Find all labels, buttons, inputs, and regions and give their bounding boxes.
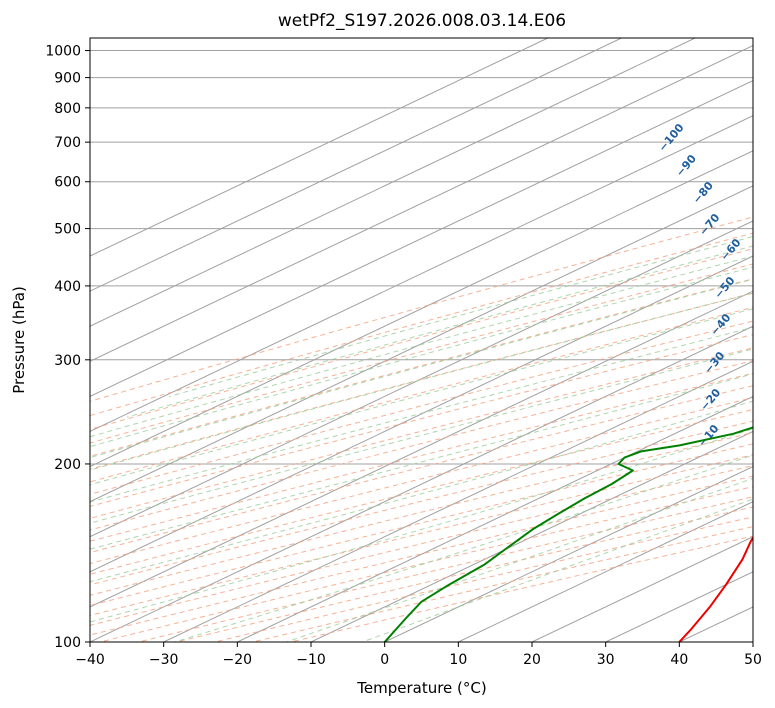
y-tick-label: 900 xyxy=(54,71,81,87)
x-tick-label: −40 xyxy=(75,652,105,668)
isotherm-line xyxy=(90,220,753,538)
isotherm-line xyxy=(90,150,753,468)
dry-adiabat-line xyxy=(90,334,753,507)
y-axis-title: Pressure (hPa) xyxy=(10,286,28,394)
moist-adiabat-line xyxy=(90,266,753,448)
x-tick-label: 20 xyxy=(523,652,541,668)
isotherm-line xyxy=(90,115,753,433)
moist-adiabat-line xyxy=(90,292,753,471)
isotherm-line xyxy=(90,44,753,362)
y-tick-label: 800 xyxy=(54,101,81,117)
moist-adiabat-line xyxy=(126,245,753,418)
dewpoint-line xyxy=(383,426,753,642)
moist-adiabat-line xyxy=(90,255,753,438)
isotherm-line xyxy=(90,38,696,327)
y-tick-label: 1000 xyxy=(45,44,81,60)
x-tick-label: 50 xyxy=(744,652,762,668)
isotherm-line xyxy=(90,80,753,397)
plot-frame xyxy=(89,37,754,643)
plot-background xyxy=(90,38,753,642)
isotherm-line xyxy=(310,430,753,642)
x-tick-label: 10 xyxy=(449,652,467,668)
y-tick-label: 300 xyxy=(54,353,81,369)
dry-adiabat-line xyxy=(90,248,753,430)
isotherm-line xyxy=(458,501,753,642)
chart-title: wetPf2_S197.2026.008.03.14.E06 xyxy=(278,11,566,31)
dry-adiabat-line xyxy=(90,292,753,470)
x-tick-label: 0 xyxy=(380,652,389,668)
dry-adiabat-line xyxy=(90,372,753,542)
moist-adiabat-line xyxy=(168,235,753,398)
isotherm-line xyxy=(752,641,753,642)
isotherm-line xyxy=(90,290,753,608)
x-axis-title: Temperature (°C) xyxy=(356,679,486,697)
isotherm-line xyxy=(90,185,753,503)
x-axis-ticks: −40 −30 −20 −10 0 10 20 30 40 50 xyxy=(75,642,762,668)
isotherm-line xyxy=(90,38,548,257)
x-tick-label: −20 xyxy=(223,652,253,668)
y-tick-label: 100 xyxy=(54,635,81,651)
x-tick-label: −30 xyxy=(149,652,179,668)
y-tick-label: 400 xyxy=(54,279,81,295)
background-lines xyxy=(90,38,753,642)
isotherm-line xyxy=(163,360,753,642)
y-tick-label: 700 xyxy=(54,135,81,151)
x-tick-label: −10 xyxy=(296,652,326,668)
isotherm-line xyxy=(90,38,622,292)
isotherm-line xyxy=(384,466,753,642)
sounding-series xyxy=(383,426,753,642)
moist-adiabat-line xyxy=(90,348,753,524)
y-tick-label: 200 xyxy=(54,457,81,473)
isotherm-line xyxy=(90,255,753,573)
y-tick-label: 600 xyxy=(54,175,81,191)
x-tick-label: 40 xyxy=(670,652,688,668)
isotherm-line xyxy=(237,395,753,642)
y-axis-ticks: 1000 900 800 700 600 500 400 300 200 100 xyxy=(45,44,90,651)
isotherm-line xyxy=(531,536,753,642)
y-tick-label: 500 xyxy=(54,222,81,238)
x-tick-label: 30 xyxy=(597,652,615,668)
